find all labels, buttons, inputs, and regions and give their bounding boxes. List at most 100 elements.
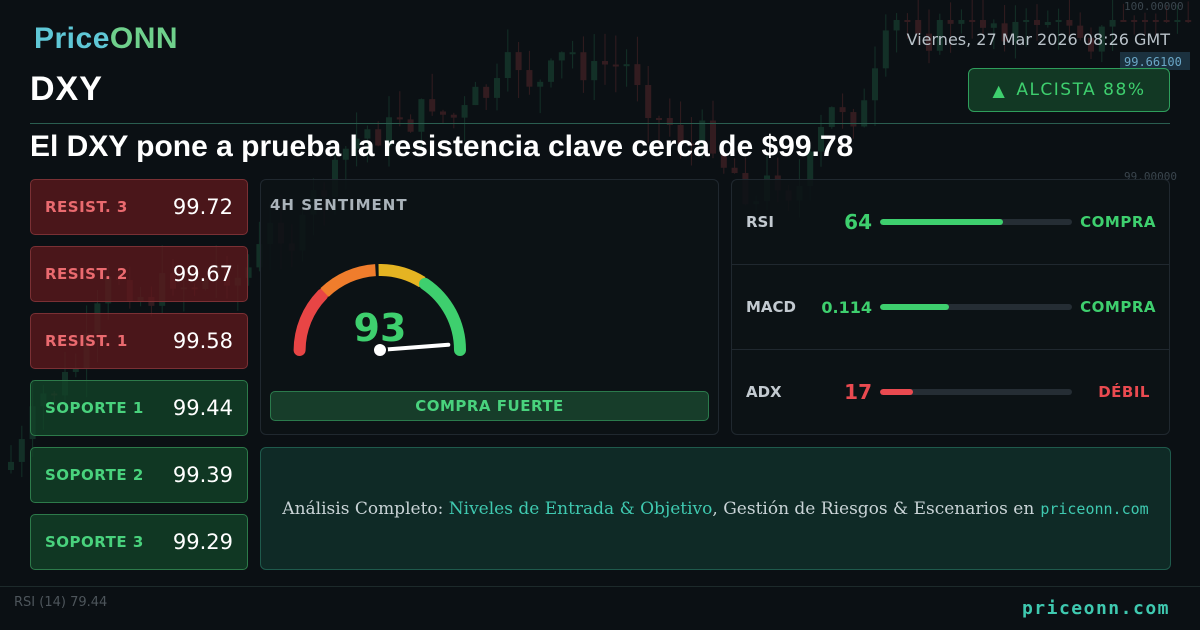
header-divider [30,123,1170,124]
indicator-fill [880,389,913,395]
background-candle-body [461,105,468,118]
background-candle-body [515,52,522,71]
background-candle-body [18,439,25,462]
indicator-name: RSI [746,213,774,231]
brand-logo: PriceONN [34,22,178,56]
background-candle-body [1077,25,1084,38]
background-rsi-name: RSI [14,595,36,610]
background-candle-body [645,85,652,119]
gauge-segment-orange [320,264,377,298]
background-candle-body [1152,20,1159,22]
background-candle-body [850,112,857,127]
level-label: RESIST. 2 [45,265,128,283]
level-value: 99.72 [172,195,233,219]
level-value: 99.44 [172,396,233,420]
gauge-pivot [372,342,388,358]
level-support-3: SOPORTE 3 99.29 [30,514,248,570]
background-candle-body [893,20,900,31]
background-candle-body [72,368,79,372]
background-candle-body [677,124,684,144]
background-candle-body [342,148,349,160]
indicator-rsi: RSI 64 COMPRA [732,180,1170,264]
background-candle-body [440,111,446,115]
background-candle-body [256,244,263,268]
level-label: RESIST. 3 [45,198,128,216]
trend-badge: ▲ ALCISTA 88% [968,68,1170,112]
background-candle-body [926,33,932,51]
gauge-segment-yellow [378,264,426,288]
background-candle-body [418,99,425,132]
background-candle-body [1120,20,1127,22]
gauge-segment-green [419,277,466,356]
indicator-value: 17 [844,380,872,404]
level-resist-2: RESIST. 2 99.67 [30,246,248,302]
background-candle-body [569,52,576,55]
background-candle-body [839,107,846,113]
background-candle-body [1185,20,1192,22]
background-candle-body [807,151,814,187]
background-rsi-label: RSI (14) 79.44 [14,595,107,610]
background-candle-body [882,30,889,69]
background-price-tag: 99.66100 [1124,55,1182,69]
datetime-label: Viernes, 27 Mar 2026 08:26 GMT [906,30,1170,49]
brand-logo-part1: Price [34,22,110,55]
background-candle-body [666,118,673,125]
cta-site-link[interactable]: priceonn.com [1040,499,1149,518]
background-candle-body [1044,22,1051,25]
background-candle-body [861,100,868,127]
background-candle-body [494,78,500,98]
background-candle-body [958,20,965,24]
background-rsi-period: (14) [39,595,66,610]
background-candle-body [1066,20,1073,26]
background-candle-body [483,86,490,98]
background-candle-body [1142,20,1148,22]
sentiment-title: 4H SENTIMENT [270,196,408,214]
background-candle-body [353,138,360,149]
footer-site-link[interactable]: priceonn.com [1021,598,1170,619]
background-candle-body [936,20,943,51]
cta-highlight: Niveles de Entrada & Objetivo [448,498,713,519]
background-candle-body [1023,20,1030,22]
background-candle-body [375,129,382,146]
sentiment-label: COMPRA FUERTE [270,391,709,421]
background-candle-body [407,119,414,132]
background-candle-body [526,70,533,87]
background-candle-body [1174,20,1181,22]
background-candle-body [634,64,641,86]
analysis-cta-banner[interactable]: Análisis Completo: Niveles de Entrada & … [260,447,1171,570]
indicator-value: 0.114 [821,297,872,317]
level-value: 99.39 [172,463,233,487]
background-candle-body [8,461,14,470]
background-candle-body [429,99,436,112]
indicator-signal: COMPRA [1080,298,1156,316]
background-candle-body [1131,20,1138,22]
background-candle-body [980,20,986,28]
level-label: RESIST. 1 [45,332,128,350]
level-label: SOPORTE 2 [45,466,144,484]
background-candle-body [1012,21,1019,42]
background-candle-body [1034,20,1040,25]
indicator-signal: COMPRA [1080,213,1156,231]
background-candle-body [1088,37,1094,52]
background-candle-body [688,143,695,146]
indicator-adx: ADX 17 DÉBIL [732,350,1170,434]
footer-divider [0,586,1200,587]
background-candle-body [612,64,619,67]
background-candle-body [915,20,922,34]
indicator-value: 64 [844,210,872,234]
indicator-fill [880,219,1003,225]
background-candle-body [1098,26,1105,52]
background-candle-body [450,114,457,118]
background-candle-body [656,118,662,121]
background-candle-body [731,167,738,174]
indicator-divider [732,349,1170,350]
background-candle-body [602,61,608,65]
gauge-segment-red [293,288,329,356]
indicator-divider [732,264,1170,265]
sentiment-gauge [293,264,466,358]
level-support-2: SOPORTE 2 99.39 [30,447,248,503]
background-candle-body [504,52,511,79]
background-candle-body [537,81,544,87]
cta-prefix: Análisis Completo: [282,498,449,519]
background-candle-body [548,60,554,82]
